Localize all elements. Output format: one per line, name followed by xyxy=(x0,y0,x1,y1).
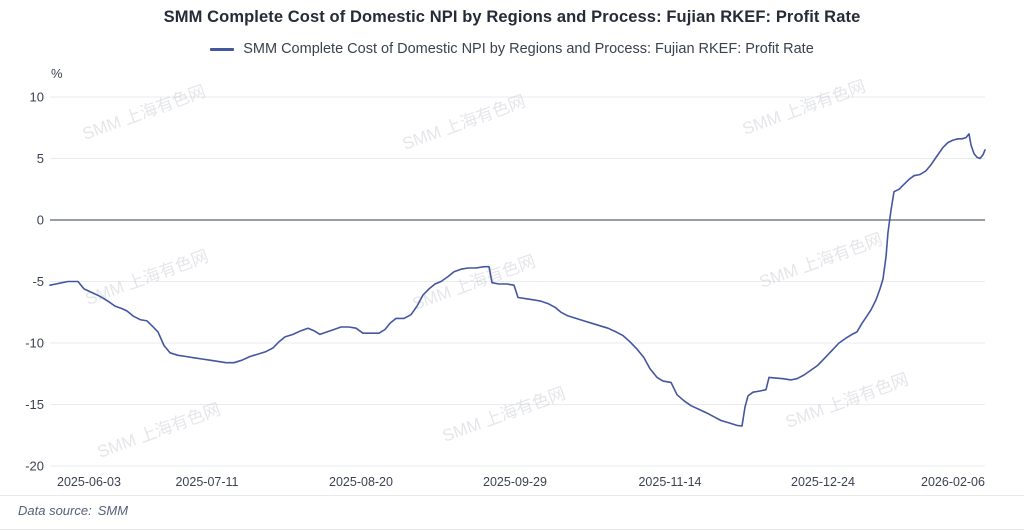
data-source: Data source: SMM xyxy=(18,503,128,518)
x-tick-label: 2025-09-29 xyxy=(483,475,547,489)
watermark-text: SMM 上海有色网 xyxy=(400,92,528,154)
x-tick-label: 2026-02-06 xyxy=(921,475,985,489)
y-tick-label: 0 xyxy=(37,213,44,228)
data-source-value: SMM xyxy=(97,503,129,518)
data-source-label: Data source: xyxy=(18,503,92,518)
watermark-text: SMM 上海有色网 xyxy=(95,400,223,462)
watermark-text: SMM 上海有色网 xyxy=(80,82,208,144)
x-tick-label: 2025-07-11 xyxy=(175,475,238,489)
x-tick-label: 2025-11-14 xyxy=(638,475,701,489)
profit-rate-line-chart: 10 5 0 -5 -10 -15 -20% SMM 上海有色网 SMM 上海有色网 SMM 上海… xyxy=(25,66,986,489)
y-tick-label: -15 xyxy=(25,397,44,412)
y-tick-label: -10 xyxy=(25,336,44,351)
watermark-text: SMM 上海有色网 xyxy=(83,247,211,309)
watermark-text: SMM 上海有色网 xyxy=(783,370,911,432)
footer-divider xyxy=(0,495,1024,496)
x-tick-label: 2025-08-20 xyxy=(329,475,393,489)
legend-item[interactable]: SMM Complete Cost of Domestic NPI by Reg… xyxy=(0,41,1024,57)
legend-label: SMM Complete Cost of Domestic NPI by Reg… xyxy=(243,41,814,57)
y-tick-label: 5 xyxy=(37,151,44,166)
y-tick-label: -5 xyxy=(32,274,44,289)
chart-title: SMM Complete Cost of Domestic NPI by Reg… xyxy=(163,8,861,26)
y-tick-label: -20 xyxy=(25,459,44,474)
watermark-text: SMM 上海有色网 xyxy=(757,230,885,292)
watermark-text: SMM 上海有色网 xyxy=(410,252,538,314)
y-tick-label: 10 xyxy=(30,90,44,105)
legend-marker-line xyxy=(210,47,235,51)
y-axis-unit: % xyxy=(51,66,63,81)
watermark-text: SMM 上海有色网 xyxy=(740,77,868,139)
x-tick-label: 2025-12-24 xyxy=(791,475,855,489)
profit-rate-line xyxy=(49,133,986,427)
x-tick-label: 2025-06-03 xyxy=(57,475,121,489)
watermark-text: SMM 上海有色网 xyxy=(440,384,568,446)
